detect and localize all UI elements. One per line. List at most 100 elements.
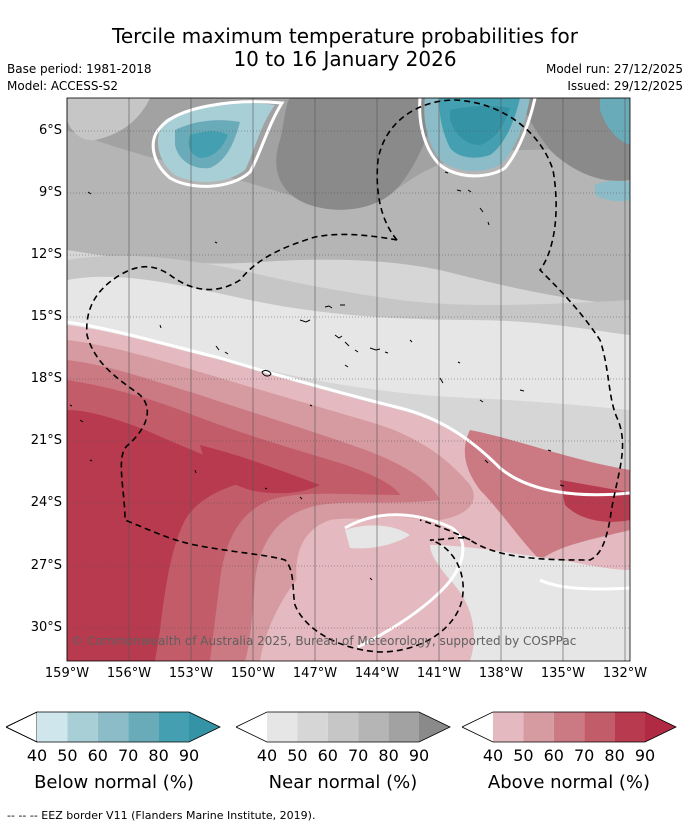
colorbar-tick: 60 [317, 746, 338, 765]
lat-label: 21°S [30, 433, 62, 448]
colorbar-tick: 40 [256, 746, 278, 765]
near-normal-40-band [67, 276, 630, 410]
lat-label: 15°S [30, 309, 62, 324]
above-normal-60-east [464, 430, 630, 560]
eez-borders [85, 99, 624, 653]
colorbar-tick: 50 [287, 746, 308, 765]
lon-label: 153°W [168, 666, 214, 681]
colorbar-swatch [67, 712, 98, 742]
colorbar-tick: 70 [118, 746, 139, 765]
model-name: Model: ACCESS-S2 [7, 79, 119, 93]
below-normal-90-north [450, 105, 510, 145]
lon-label: 132°W [602, 666, 648, 681]
lon-label: 144°W [354, 666, 400, 681]
colorbar-tick: 50 [57, 746, 78, 765]
colorbar-swatch [493, 712, 524, 742]
lon-label: 138°W [478, 666, 524, 681]
above-normal-80-patch [200, 445, 320, 494]
colorbar-min-arrow [462, 712, 493, 742]
colorbar-swatch [614, 712, 645, 742]
forecast-map [66, 97, 631, 662]
colorbar-swatch [37, 712, 68, 742]
colorbar-swatch [297, 712, 328, 742]
colorbar-tick: 40 [482, 746, 504, 765]
above-normal-colorbar [462, 711, 677, 743]
lon-label: 141°W [416, 666, 462, 681]
island-coastlines [69, 171, 565, 581]
colorbar-tick: 80 [378, 746, 399, 765]
near-normal-90-patch [276, 98, 440, 210]
colorbar-swatch [158, 712, 189, 742]
colorbar-tick: 50 [513, 746, 534, 765]
below-normal-colorbar [6, 711, 221, 743]
colorbar-tick: 90 [634, 746, 656, 765]
near-normal-colorbar [236, 711, 451, 743]
near-normal-40-se [430, 545, 630, 661]
below-normal-label: Below normal (%) [34, 772, 194, 793]
eez-note: -- -- -- EEZ border V11 (Flanders Marine… [7, 809, 316, 822]
colorbar-outline [236, 711, 451, 743]
lat-label: 24°S [30, 495, 62, 510]
map-frame [66, 97, 631, 662]
colorbar-swatch [553, 712, 585, 742]
below-normal-70-ne [600, 98, 630, 145]
below-normal-80-west [188, 131, 228, 158]
lat-label: 12°S [30, 247, 62, 262]
colorbar-swatch [358, 712, 389, 742]
colorbar-tick: 90 [178, 746, 200, 765]
colorbar-max-arrow [189, 712, 220, 742]
near-normal-90-patch-east [520, 98, 630, 181]
above-normal-40-south [260, 516, 461, 661]
colorbar-tick: 80 [148, 746, 169, 765]
above-normal-label: Above normal (%) [487, 772, 651, 793]
colorbar-tick: 90 [408, 746, 430, 765]
near-normal-40-patch [345, 525, 410, 549]
colorbar-outline [6, 711, 221, 743]
lat-label: 30°S [30, 620, 62, 635]
colorbar-swatch [523, 712, 554, 742]
probability-field [67, 98, 630, 661]
colorbar-tick: 40 [26, 746, 48, 765]
colorbar-tick: 60 [543, 746, 564, 765]
colorbar-swatch [584, 712, 615, 742]
above-normal-80 [67, 410, 260, 661]
colorbar-tick: 70 [574, 746, 595, 765]
colorbar-tick: 70 [348, 746, 369, 765]
contour-below-west [151, 100, 285, 188]
copyright-notice: © Commonwealth of Australia 2025, Bureau… [71, 634, 577, 648]
lon-label: 147°W [292, 666, 338, 681]
colorbar-tick: 60 [87, 746, 108, 765]
issued-date: Issued: 29/12/2025 [567, 79, 683, 93]
colorbar-swatch [97, 712, 129, 742]
base-period: Base period: 1981-2018 [7, 62, 152, 76]
lat-label: 18°S [30, 371, 62, 386]
lon-label: 150°W [230, 666, 276, 681]
colorbar-min-arrow [236, 712, 267, 742]
colorbar-max-arrow [419, 712, 450, 742]
lat-label: 6°S [38, 123, 62, 138]
title-line-1: Tercile maximum temperature probabilitie… [112, 24, 578, 48]
contour-above-south [344, 513, 465, 649]
lon-label: 159°W [44, 666, 90, 681]
model-run: Model run: 27/12/2025 [545, 62, 683, 76]
colorbar-tick: 80 [604, 746, 625, 765]
contour-above-north [67, 320, 630, 497]
below-normal-60-east [595, 180, 630, 202]
lon-label: 156°W [106, 666, 152, 681]
above-normal-80-east [560, 480, 630, 522]
near-normal-label: Near normal (%) [268, 772, 418, 793]
colorbar-outline [462, 711, 677, 743]
lon-label: 135°W [540, 666, 586, 681]
colorbar-swatch [388, 712, 419, 742]
colorbar-swatch [327, 712, 359, 742]
contour-below-north [418, 98, 537, 178]
title-line-2: 10 to 16 January 2026 [233, 47, 457, 71]
lat-label: 9°S [38, 185, 62, 200]
colorbar-swatch [267, 712, 298, 742]
lat-label: 27°S [30, 558, 62, 573]
near-normal-60-strip [67, 255, 630, 335]
colorbar-swatch [128, 712, 159, 742]
colorbar-max-arrow [645, 712, 676, 742]
contour-near-se [539, 578, 630, 591]
colorbar-min-arrow [6, 711, 38, 743]
